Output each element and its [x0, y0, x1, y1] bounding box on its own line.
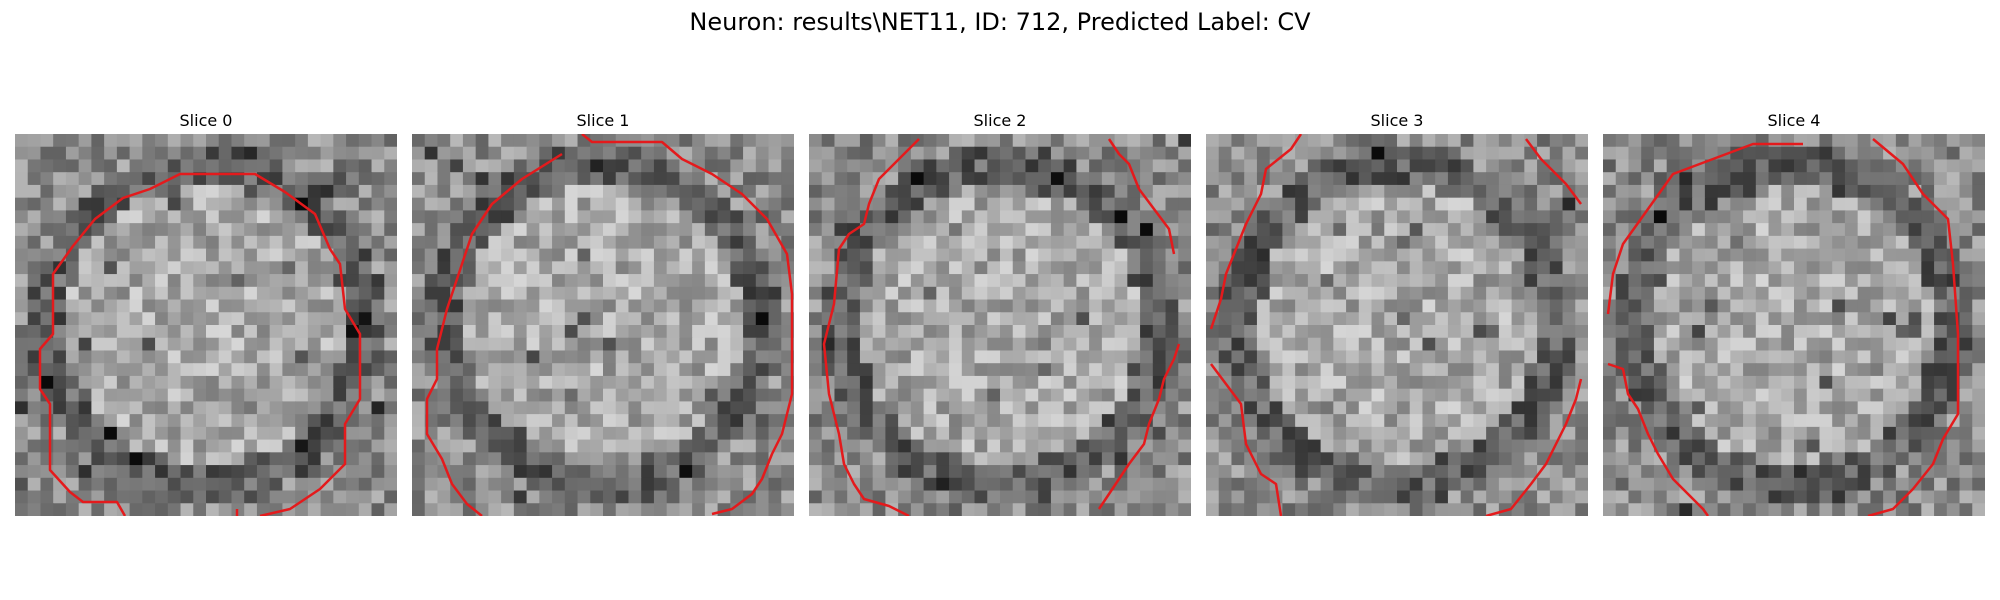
segmentation-contour: [822, 138, 920, 516]
segmentation-contour: [1485, 378, 1583, 516]
slice-image-canvas: [412, 134, 794, 516]
segmentation-contour: [1867, 138, 1960, 516]
segmentation-contour: [1607, 362, 1710, 516]
slice-panel-4: Slice 4: [1603, 110, 1985, 516]
slice-title: Slice 1: [576, 111, 630, 130]
slice-image: [1603, 134, 1985, 516]
slice-image-canvas: [809, 134, 1191, 516]
slice-image: [1206, 134, 1588, 516]
segmentation-contour: [425, 152, 563, 516]
slice-image: [412, 134, 794, 516]
slice-image-canvas: [1603, 134, 1985, 516]
slice-title: Slice 0: [179, 111, 233, 130]
slice-image-canvas: [15, 134, 397, 516]
segmentation-contour: [1209, 134, 1303, 330]
slice-panel-0: Slice 0: [15, 110, 397, 516]
segmentation-contour: [1107, 138, 1176, 255]
segmentation-contour: [1097, 343, 1181, 510]
slice-image-canvas: [1206, 134, 1588, 516]
segmentation-contour: [581, 134, 794, 516]
slice-image: [15, 134, 397, 516]
slice-panel-3: Slice 3: [1206, 110, 1588, 516]
slice-panel-2: Slice 2: [809, 110, 1191, 516]
segmentation-contour: [38, 172, 362, 516]
slice-title: Slice 4: [1767, 111, 1821, 130]
segmentation-contour: [1606, 142, 1803, 315]
segmentation-contour: [1525, 138, 1582, 205]
slice-image: [809, 134, 1191, 516]
slice-title: Slice 3: [1370, 111, 1424, 130]
slice-panel-1: Slice 1: [412, 110, 794, 516]
segmentation-contour: [1210, 363, 1283, 516]
slice-title: Slice 2: [973, 111, 1027, 130]
figure-title: Neuron: results\NET11, ID: 712, Predicte…: [689, 8, 1311, 36]
